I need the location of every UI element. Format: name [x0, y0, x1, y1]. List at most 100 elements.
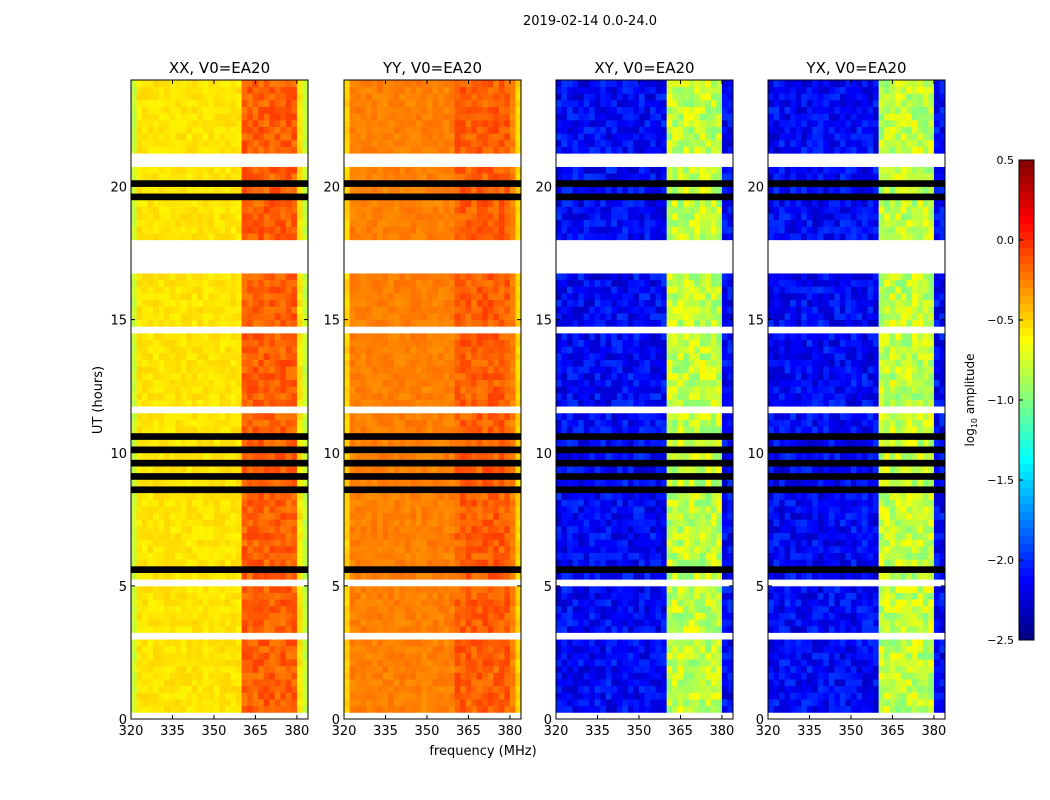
heatmap-cell	[421, 432, 428, 440]
heatmap-cell	[169, 299, 176, 307]
heatmap-cell	[274, 253, 281, 261]
heatmap-cell	[296, 213, 303, 221]
heatmap-cell	[296, 106, 303, 114]
heatmap-cell	[153, 119, 160, 127]
heatmap-cell	[153, 392, 160, 400]
heatmap-cell	[302, 426, 309, 434]
heatmap-cell	[131, 326, 137, 334]
heatmap-cell	[158, 552, 165, 560]
heatmap-cell	[291, 326, 298, 334]
heatmap-cell	[476, 452, 483, 460]
heatmap-cell	[388, 619, 395, 627]
heatmap-cell	[432, 472, 439, 480]
heatmap-cell	[164, 233, 171, 241]
heatmap-cell	[142, 479, 148, 487]
heatmap-cell	[465, 466, 472, 474]
heatmap-cell	[258, 293, 265, 301]
heatmap-cell	[191, 226, 198, 234]
heatmap-cell	[153, 106, 160, 114]
heatmap-cell	[147, 206, 154, 214]
heatmap-cell	[241, 126, 248, 134]
heatmap-cell	[147, 619, 154, 627]
heatmap-cell	[498, 359, 505, 367]
heatmap-cell	[349, 319, 356, 327]
heatmap-cell	[230, 399, 237, 407]
heatmap-cell	[225, 565, 231, 573]
heatmap-cell	[158, 479, 165, 487]
heatmap-cell	[197, 466, 204, 474]
heatmap-cell	[258, 492, 265, 500]
heatmap-cell	[219, 266, 226, 274]
heatmap-cell	[498, 379, 505, 387]
heatmap-cell	[493, 379, 500, 387]
heatmap-cell	[180, 412, 187, 420]
heatmap-cell	[426, 452, 433, 460]
heatmap-cell	[131, 286, 137, 294]
heatmap-cell	[393, 472, 400, 480]
heatmap-cell	[482, 339, 489, 347]
heatmap-cell	[263, 119, 270, 127]
heatmap-cell	[498, 685, 505, 693]
heatmap-cell	[291, 239, 298, 247]
heatmap-cell	[498, 332, 505, 340]
heatmap-cell	[186, 619, 193, 627]
heatmap-cell	[504, 639, 511, 647]
heatmap-cell	[432, 712, 439, 720]
heatmap-cell	[360, 652, 367, 660]
heatmap-cell	[213, 519, 220, 527]
heatmap-cell	[388, 685, 395, 693]
heatmap-cell	[476, 579, 483, 587]
heatmap-cell	[421, 346, 428, 354]
heatmap-cell	[515, 326, 522, 334]
heatmap-cell	[263, 286, 270, 294]
heatmap-cell	[493, 665, 500, 673]
heatmap-cell	[136, 432, 143, 440]
heatmap-cell	[280, 492, 287, 500]
heatmap-cell	[230, 659, 237, 667]
heatmap-cell	[404, 499, 411, 507]
heatmap-cell	[258, 712, 265, 720]
heatmap-cell	[388, 585, 395, 593]
heatmap-cell	[344, 519, 350, 527]
heatmap-cell	[131, 672, 137, 680]
heatmap-cell	[449, 372, 456, 380]
heatmap-cell	[371, 512, 378, 520]
heatmap-cell	[219, 193, 226, 201]
heatmap-cell	[285, 699, 292, 707]
heatmap-cell	[202, 572, 209, 580]
heatmap-cell	[136, 86, 143, 94]
heatmap-cell	[269, 652, 276, 660]
heatmap-cell	[482, 492, 489, 500]
heatmap-cell	[410, 392, 417, 400]
heatmap-cell	[258, 332, 265, 340]
heatmap-cell	[465, 612, 472, 620]
heatmap-cell	[186, 419, 193, 427]
heatmap-cell	[158, 486, 165, 494]
heatmap-cell	[432, 506, 439, 514]
heatmap-cell	[269, 632, 276, 640]
heatmap-cell	[197, 659, 204, 667]
heatmap-cell	[377, 539, 384, 547]
heatmap-cell	[236, 146, 243, 154]
heatmap-cell	[230, 619, 237, 627]
heatmap-cell	[225, 459, 231, 467]
heatmap-cell	[158, 452, 165, 460]
heatmap-cell	[454, 372, 461, 380]
heatmap-cell	[302, 166, 309, 174]
heatmap-cell	[213, 139, 220, 147]
heatmap-cell	[371, 332, 378, 340]
heatmap-cell	[344, 699, 350, 707]
heatmap-cell	[136, 173, 143, 181]
heatmap-cell	[263, 499, 270, 507]
heatmap-cell	[377, 459, 384, 467]
heatmap-cell	[153, 632, 160, 640]
heatmap-cell	[202, 139, 209, 147]
heatmap-cell	[498, 652, 505, 660]
heatmap-cell	[426, 439, 433, 447]
heatmap-cell	[164, 399, 171, 407]
heatmap-cell	[269, 266, 276, 274]
heatmap-cell	[449, 605, 456, 613]
heatmap-cell	[432, 625, 439, 633]
heatmap-cell	[399, 645, 406, 653]
heatmap-cell	[158, 392, 165, 400]
